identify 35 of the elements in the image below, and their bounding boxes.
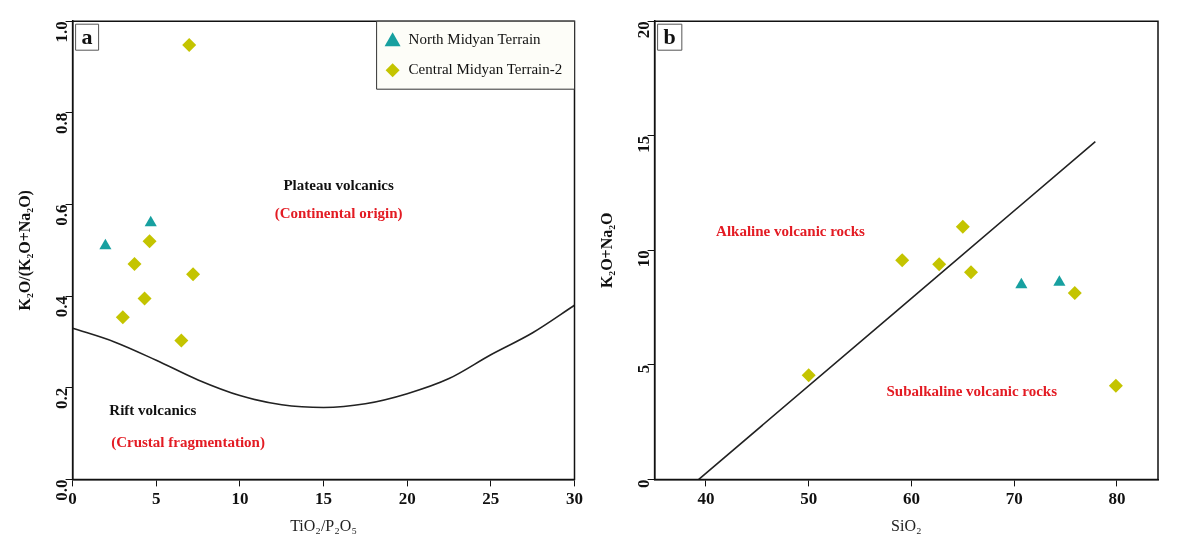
annotation: Rift volcanics (109, 401, 197, 418)
y-tick-label: 15 (633, 135, 653, 153)
x-tick-label: 10 (231, 488, 249, 508)
y-tick-label: 0.2 (51, 387, 71, 410)
x-tick-label: 5 (152, 488, 161, 508)
chart-title: a (81, 23, 93, 49)
y-tick-label: 10 (633, 250, 653, 268)
chart-title: b (663, 23, 676, 49)
y-tick-label: 0.8 (51, 112, 71, 135)
x-tick-label: 50 (800, 488, 818, 508)
annotation: Subalkaline volcanic rocks (886, 383, 1058, 400)
annotation: Alkaline volcanic rocks (716, 222, 866, 239)
annotation: (Crustal fragmentation) (111, 433, 265, 451)
x-axis-title: TiO₂/P₂O₅ (290, 516, 357, 534)
y-tick-label: 0.4 (51, 295, 71, 318)
y-axis-title: K₂O+Na₂O (597, 212, 615, 289)
x-tick-label: 40 (697, 488, 715, 508)
x-tick-label: 30 (566, 488, 583, 508)
annotation: (Continental origin) (274, 204, 403, 222)
y-tick-label: 0.6 (51, 204, 71, 226)
y-axis-title: K₂O/(K₂O+Na₂O) (15, 190, 34, 311)
legend-label: Central Midyan Terrain-2 (408, 61, 563, 78)
x-tick-label: 60 (902, 488, 920, 508)
x-tick-label: 70 (1005, 488, 1023, 508)
y-tick-label: 1.0 (51, 21, 71, 43)
legend-label: North Midyan Terrain (408, 31, 542, 48)
y-tick-label: 20 (633, 21, 653, 39)
x-tick-label: 25 (482, 488, 500, 508)
x-tick-label: 15 (315, 488, 333, 508)
y-tick-label: 0 (633, 479, 653, 488)
x-tick-label: 80 (1108, 488, 1126, 508)
annotation: Plateau volcanics (283, 177, 394, 194)
y-tick-label: 5 (633, 364, 653, 374)
x-tick-label: 20 (398, 488, 416, 508)
x-axis-title: SiO₂ (891, 516, 922, 534)
